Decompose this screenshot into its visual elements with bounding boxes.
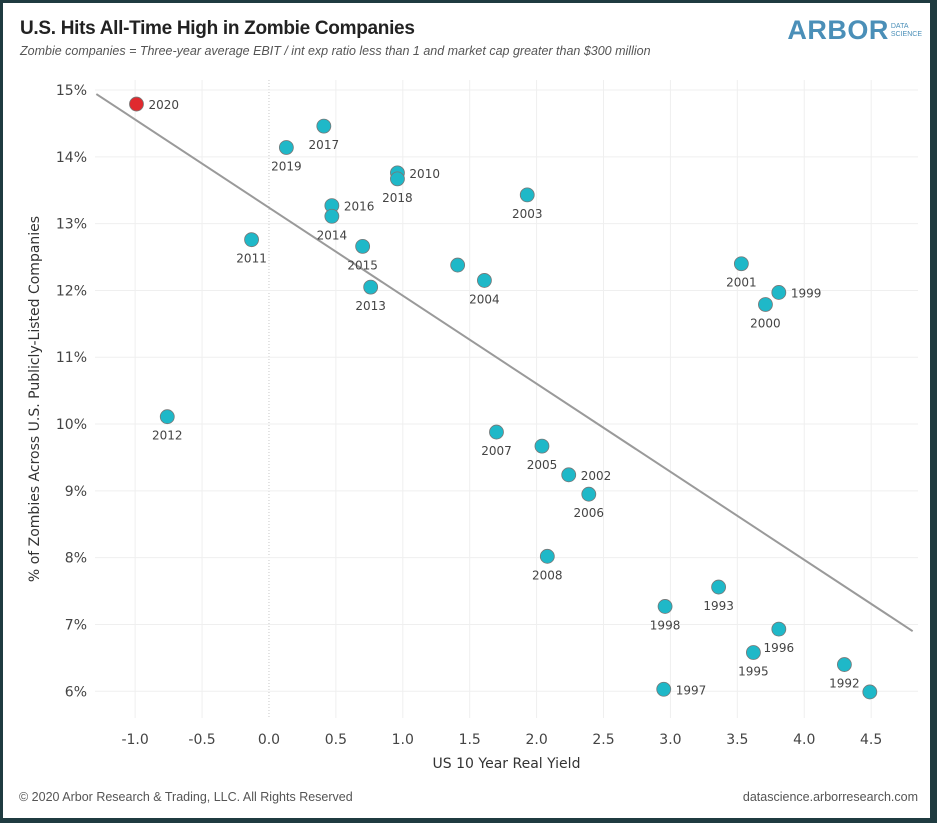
- y-tick-label: 8%: [65, 551, 87, 567]
- data-point: [862, 684, 878, 700]
- data-point: [534, 438, 550, 454]
- point-label: 2017: [309, 138, 340, 152]
- x-tick-label: 4.0: [793, 732, 815, 748]
- data-point: [657, 599, 673, 614]
- chart-panel: U.S. Hits All-Time High in Zombie Compan…: [3, 3, 930, 818]
- x-tick-label: 2.5: [592, 732, 614, 748]
- point-label: 2008: [532, 568, 563, 582]
- logo-sub-data: DATA: [890, 22, 909, 30]
- y-axis-label: % of Zombies Across U.S. Publicly-Listed…: [27, 216, 43, 582]
- arbor-logo: ARBOR DATA SCIENCE: [787, 15, 922, 46]
- scatter-chart: -1.0 -0.5 0.0 0.5 1.0 1.5 2.0 2.5 3.0 3.5 4.0 4.5 6%…: [27, 80, 918, 772]
- data-point: [771, 621, 787, 637]
- data-point: [278, 140, 294, 155]
- point-label: 2003: [512, 207, 543, 221]
- data-point: [771, 285, 787, 300]
- copyright-text: © 2020 Arbor Research & Trading, LLC. Al…: [19, 790, 353, 804]
- point-label: 1992: [829, 677, 860, 691]
- chart-subtitle: Zombie companies = Three-year average EB…: [20, 44, 651, 58]
- logo-sub: DATA SCIENCE: [891, 23, 922, 39]
- x-tick-label: 1.0: [392, 732, 414, 748]
- data-point: [244, 232, 259, 248]
- data-point: [711, 579, 727, 595]
- data-point: [477, 273, 492, 288]
- website-link[interactable]: datascience.arborresearch.com: [742, 790, 918, 804]
- data-point: [519, 187, 535, 203]
- data-point: [129, 96, 144, 112]
- logo-main: ARBOR: [787, 15, 889, 45]
- data-point: [450, 257, 466, 273]
- y-tick-label: 10%: [56, 417, 87, 433]
- data-point: [355, 238, 371, 254]
- point-label: 2005: [527, 458, 558, 472]
- x-tick-label: 2.0: [525, 732, 547, 748]
- data-point: [758, 297, 773, 312]
- point-label: 2020: [148, 98, 179, 112]
- point-label: 2007: [481, 444, 512, 458]
- x-tick-label: -0.5: [188, 732, 215, 748]
- data-point: [746, 645, 761, 660]
- data-point: [324, 208, 340, 224]
- y-tick-label: 13%: [56, 217, 87, 233]
- y-tick-label: 6%: [65, 684, 87, 700]
- x-axis-label: US 10 Year Real Yield: [433, 756, 581, 772]
- data-point: [489, 424, 504, 440]
- data-point: [561, 467, 577, 483]
- y-tick-label: 12%: [56, 283, 87, 299]
- point-label: 2014: [317, 228, 348, 242]
- data-point: [390, 171, 405, 187]
- data-point: [159, 409, 175, 425]
- point-label: 2018: [382, 191, 413, 205]
- data-point: [656, 681, 672, 697]
- point-label: 2006: [574, 506, 605, 520]
- logo-sub-science: SCIENCE: [890, 30, 922, 38]
- point-label: 2013: [355, 299, 386, 313]
- y-tick-label: 11%: [56, 350, 87, 366]
- data-point: [539, 548, 555, 564]
- y-tick-label: 9%: [65, 484, 87, 500]
- point-label: 1997: [676, 683, 707, 697]
- chart-title: U.S. Hits All-Time High in Zombie Compan…: [20, 18, 415, 39]
- data-point: [733, 256, 749, 272]
- point-label: 2001: [726, 276, 757, 290]
- data-point: [316, 118, 332, 134]
- point-label: 2004: [469, 292, 500, 306]
- point-label: 1993: [703, 599, 734, 613]
- point-label: 2011: [236, 252, 267, 266]
- y-tick-label: 15%: [56, 83, 87, 99]
- y-tick-label: 14%: [56, 150, 87, 166]
- point-label: 2000: [750, 316, 781, 330]
- data-point: [836, 657, 852, 672]
- point-label: 2016: [344, 200, 375, 214]
- point-label: 2015: [347, 258, 378, 272]
- x-tick-label: -1.0: [121, 732, 148, 748]
- point-label: 2019: [271, 159, 302, 173]
- x-tick-label: 0.5: [325, 732, 347, 748]
- data-point: [581, 486, 597, 502]
- point-label: 1995: [738, 665, 769, 679]
- point-label: 2010: [409, 167, 440, 181]
- point-label: 1996: [764, 641, 795, 655]
- x-tick-label: 3.5: [726, 732, 748, 748]
- x-tick-label: 3.0: [659, 732, 681, 748]
- point-label: 1998: [650, 618, 681, 632]
- x-tick-label: 1.5: [459, 732, 481, 748]
- data-point: [363, 279, 379, 295]
- y-tick-label: 7%: [65, 617, 87, 633]
- trend-line: [95, 93, 914, 632]
- x-tick-label: 0.0: [258, 732, 280, 748]
- x-tick-label: 4.5: [860, 732, 882, 748]
- point-label: 2002: [581, 469, 612, 483]
- point-label: 2012: [152, 429, 183, 443]
- point-label: 1999: [791, 286, 822, 300]
